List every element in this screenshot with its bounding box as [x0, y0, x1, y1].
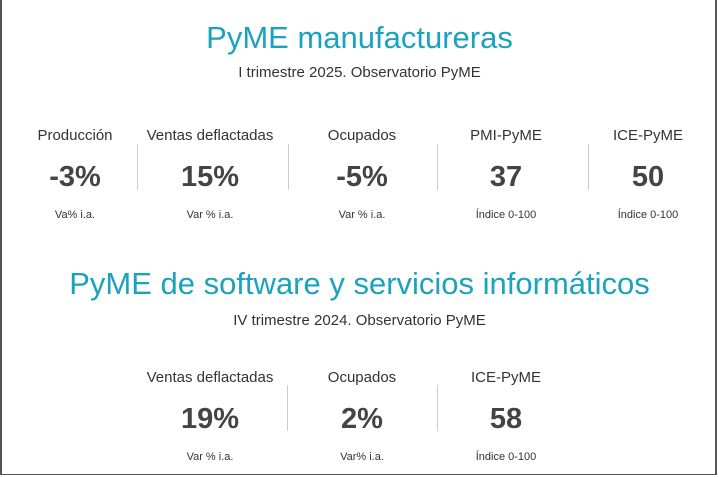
divider — [437, 144, 438, 190]
metric-ventas: Ventas deflactadas 15% Var % i.a. — [135, 127, 285, 221]
metric-label: Ventas deflactadas — [146, 127, 274, 144]
metric-unit: Var % i.a. — [186, 451, 234, 463]
metric-value: 19% — [180, 403, 240, 435]
section1-subtitle: I trimestre 2025. Observatorio PyME — [238, 64, 481, 81]
metric-value: 2% — [341, 403, 383, 435]
metric-value: -3% — [49, 161, 101, 193]
metric-value: 37 — [489, 161, 523, 193]
metric-unit: Var% i.a. — [340, 451, 384, 463]
metric-produccion: Producción -3% Va% i.a. — [0, 127, 150, 221]
metric-label: Ocupados — [327, 127, 397, 144]
metric-label: Producción — [37, 127, 113, 144]
metric-label: Ventas deflactadas — [146, 369, 274, 386]
metric-label: Ocupados — [327, 369, 397, 386]
metric-value: -5% — [336, 161, 388, 193]
metric-ice: ICE-PyME 50 Índice 0-100 — [573, 127, 719, 221]
divider — [287, 385, 288, 431]
metric-ventas: Ventas deflactadas 19% Var % i.a. — [135, 369, 285, 463]
metric-unit: Índice 0-100 — [617, 209, 679, 221]
divider — [437, 385, 438, 431]
metric-ice: ICE-PyME 58 Índice 0-100 — [431, 369, 581, 463]
section2-subtitle: IV trimestre 2024. Observatorio PyME — [233, 312, 486, 329]
metric-unit: Var % i.a. — [338, 209, 386, 221]
metric-unit: Var % i.a. — [186, 209, 234, 221]
metric-ocupados: Ocupados -5% Var % i.a. — [287, 127, 437, 221]
metric-label: ICE-PyME — [470, 369, 541, 386]
divider — [288, 144, 289, 190]
metric-value: 58 — [489, 403, 523, 435]
metric-pmi: PMI-PyME 37 Índice 0-100 — [431, 127, 581, 221]
metric-unit: Va% i.a. — [54, 209, 96, 221]
metric-ocupados: Ocupados 2% Var% i.a. — [287, 369, 437, 463]
metric-value: 50 — [631, 161, 665, 193]
metric-value: 15% — [180, 161, 240, 193]
divider — [588, 144, 589, 190]
metric-unit: Índice 0-100 — [475, 209, 537, 221]
section1-title: PyME manufactureras — [206, 20, 513, 55]
metric-unit: Índice 0-100 — [475, 451, 537, 463]
section2-title: PyME de software y servicios informático… — [69, 266, 650, 301]
metric-label: PMI-PyME — [470, 127, 542, 144]
metric-label: ICE-PyME — [612, 127, 683, 144]
divider — [137, 144, 138, 190]
